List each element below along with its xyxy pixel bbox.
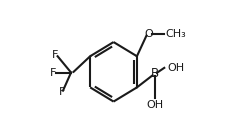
Text: F: F — [52, 50, 58, 60]
Text: OH: OH — [167, 63, 185, 73]
Text: CH₃: CH₃ — [165, 29, 186, 39]
Text: B: B — [150, 67, 159, 80]
Text: OH: OH — [146, 100, 163, 110]
Text: O: O — [145, 29, 153, 39]
Text: F: F — [50, 67, 57, 78]
Text: F: F — [59, 87, 65, 97]
